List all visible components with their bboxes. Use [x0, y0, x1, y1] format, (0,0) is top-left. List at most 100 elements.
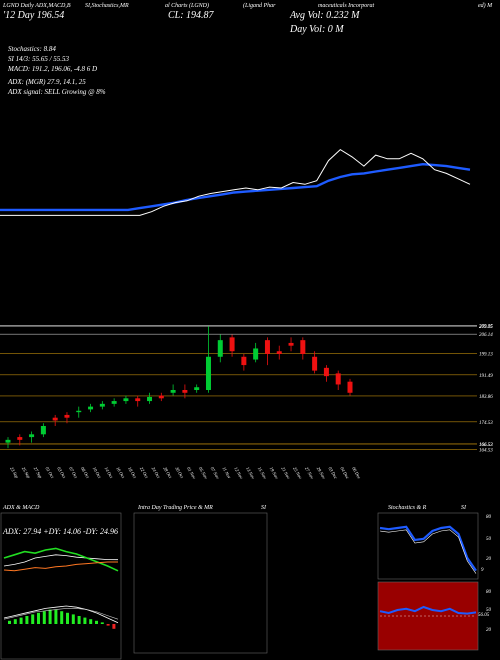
date-tick-label: 24 Oct — [151, 466, 162, 480]
macd-bar — [60, 611, 64, 624]
day-vol: Day Vol: 0 M — [290, 24, 344, 35]
adx-values: ADX: 27.94 +DY: 14.06 -DY: 24.96 — [3, 527, 119, 536]
date-tick-label: 01 Nov — [186, 466, 197, 480]
macd-bar — [66, 612, 69, 624]
rsi-tick-20: 20 — [486, 628, 491, 633]
stoch-panel-frame — [377, 512, 479, 580]
date-tick-label: 28 Oct — [162, 466, 173, 480]
candle-body — [300, 340, 306, 354]
candle-body — [217, 340, 223, 357]
intraday-panel-frame — [133, 512, 268, 654]
date-axis: 23 Sep 25 Sep 27 Sep 01 Oct 03 Oct 07 Oct 08 O… — [9, 466, 362, 480]
candle-body — [264, 340, 270, 354]
candle-body — [288, 342, 294, 346]
studies-label: SI,Stochastics,MR — [85, 3, 129, 9]
chart-source-label: al Charts (LGND) — [165, 3, 210, 9]
macd-line: MACD: 191.2, 196.06, -4.8 6 D — [8, 65, 98, 73]
candle-body — [158, 395, 164, 399]
rsi-tick-80: 80 — [486, 590, 491, 595]
macd-bar — [77, 616, 81, 624]
stoch-panel-title: Stochastics & R — [388, 505, 427, 511]
company-name-rest: maceuticals Incorporat — [318, 3, 375, 9]
candle-body — [64, 414, 70, 418]
macd-bar — [37, 612, 40, 624]
macd-bar — [42, 611, 46, 624]
date-tick-label: 27 Sep — [33, 466, 44, 480]
date-tick-label: 07 Oct — [68, 466, 79, 480]
candle-body — [76, 410, 82, 413]
candle-body — [135, 398, 141, 402]
adx-line — [3, 554, 119, 567]
trend-layer — [0, 148, 471, 216]
avg-vol: Avg Vol: 0.232 M — [290, 10, 360, 21]
candle-body — [323, 367, 329, 377]
macd-bar — [8, 620, 11, 624]
candle-body — [205, 356, 211, 390]
candle-body — [123, 398, 129, 402]
stoch-line: Stochastics: 8.84 — [8, 45, 56, 53]
date-tick-label: 22 Oct — [139, 466, 150, 480]
macd-bar — [83, 617, 87, 624]
rsi-line — [379, 605, 477, 617]
price-level-label: 209.35 — [479, 324, 493, 329]
date-tick-label: 18 Oct — [127, 466, 138, 480]
price-level-label: 199.13 — [479, 353, 493, 358]
company-name-end: ed) M — [478, 3, 493, 9]
intraday-panel-title: Intra Day Trading Price & MR — [138, 505, 213, 511]
rsi-line — [379, 605, 477, 615]
rsi-tick-50: 50 — [486, 608, 491, 613]
date-tick-label: 04 Dec — [339, 466, 350, 480]
stoch-panel-title-b: SI — [461, 505, 466, 511]
candle-body — [335, 373, 341, 385]
candle-body — [182, 390, 188, 393]
macd-bar — [31, 614, 35, 624]
candle-body — [194, 387, 200, 390]
stochastics-k-line — [379, 525, 477, 572]
period-line: '12 Day 196.54 — [3, 10, 65, 21]
date-tick-label: 10 Oct — [92, 466, 103, 480]
macd-histogram — [3, 605, 119, 629]
date-tick-label: 23 Sep — [9, 466, 20, 480]
close-label: CL: 194.87 — [168, 10, 214, 21]
stochastics-line — [379, 525, 477, 574]
price-level-label: 166.53 — [479, 443, 493, 448]
macd-bar — [106, 624, 110, 626]
date-tick-label: 12 Nov — [233, 466, 244, 480]
date-tick-label: 27 Nov — [304, 466, 315, 480]
price-level-label: 191.49 — [479, 374, 493, 379]
candle-body — [276, 351, 282, 354]
price-level-label: 166.53 — [479, 443, 493, 448]
date-tick-label: 08 Oct — [80, 466, 91, 480]
candle-body — [99, 403, 105, 407]
candle-body — [111, 401, 117, 404]
candle-body — [170, 390, 176, 393]
date-tick-label: 25 Nov — [292, 466, 303, 480]
macd-bar — [25, 616, 29, 624]
macd-bar — [89, 619, 93, 624]
stoch-tick-50: 50 — [486, 537, 491, 542]
rsi-end-value: 56.05 — [478, 613, 490, 618]
date-tick-label: 30 Oct — [174, 466, 185, 480]
stoch-tick-20: 20 — [486, 557, 491, 562]
adx-panel-title: ADX & MACD — [3, 505, 40, 511]
ticker-line: LGND Daily ADX,MACD,B — [3, 3, 71, 9]
adx-panel-frame — [0, 512, 122, 660]
date-tick-label: 16 Oct — [115, 466, 126, 480]
si-line: SI 14/3: 55.65 / 55.53 — [8, 55, 70, 63]
adx-lines — [3, 547, 119, 572]
macd-signal-line — [3, 608, 119, 620]
ema-line — [0, 162, 471, 212]
macd-bar — [95, 620, 98, 624]
date-tick-label: 01 Oct — [45, 466, 56, 480]
price-level-label: 206.14 — [479, 333, 493, 338]
candle-body — [253, 348, 259, 360]
candle-body — [40, 426, 46, 435]
company-code: (Ligand Phar — [243, 3, 276, 9]
candle-body — [88, 406, 94, 410]
date-tick-label: 05 Nov — [198, 466, 209, 480]
date-tick-label: 06 Dec — [351, 466, 362, 480]
date-tick-label: 03 Dec — [328, 466, 339, 480]
candle-body — [347, 381, 353, 393]
macd-bar — [112, 624, 116, 629]
